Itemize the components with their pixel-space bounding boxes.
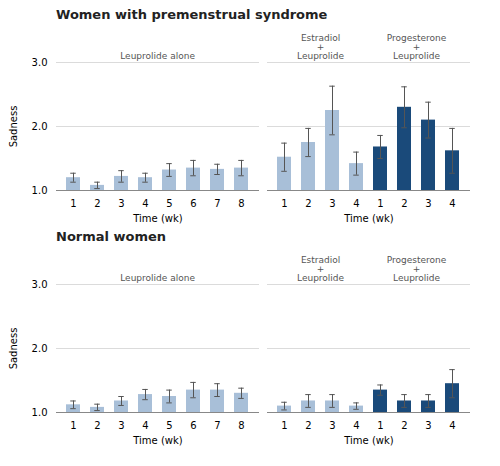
svg-text:Estradiol+Leuprolide: Estradiol+Leuprolide xyxy=(297,33,345,61)
svg-text:Time (wk): Time (wk) xyxy=(343,213,394,224)
svg-text:2: 2 xyxy=(401,420,407,431)
svg-text:3.0: 3.0 xyxy=(32,279,48,290)
svg-text:6: 6 xyxy=(190,420,196,431)
svg-text:2: 2 xyxy=(305,420,311,431)
svg-text:3: 3 xyxy=(329,420,335,431)
svg-text:7: 7 xyxy=(214,198,220,209)
svg-text:5: 5 xyxy=(166,420,172,431)
svg-text:3: 3 xyxy=(425,198,431,209)
svg-text:3: 3 xyxy=(118,198,124,209)
svg-text:Progesterone+Leuprolide: Progesterone+Leuprolide xyxy=(387,255,447,283)
svg-text:Estradiol+Leuprolide: Estradiol+Leuprolide xyxy=(297,255,345,283)
svg-text:7: 7 xyxy=(214,420,220,431)
html-text:Women with premenstrual syndro: Women with premenstrual syndrome xyxy=(56,7,328,22)
svg-text:8: 8 xyxy=(238,198,244,209)
svg-text:3.0: 3.0 xyxy=(32,57,48,68)
svg-text:4: 4 xyxy=(353,420,359,431)
svg-text:3: 3 xyxy=(425,420,431,431)
svg-text:2: 2 xyxy=(94,198,100,209)
svg-text:4: 4 xyxy=(449,420,455,431)
svg-text:2: 2 xyxy=(305,198,311,209)
svg-text:1: 1 xyxy=(377,198,383,209)
svg-text:4: 4 xyxy=(449,198,455,209)
svg-text:4: 4 xyxy=(142,420,148,431)
svg-text:2.0: 2.0 xyxy=(32,121,48,132)
svg-text:Leuprolide alone: Leuprolide alone xyxy=(120,51,195,61)
svg-text:1: 1 xyxy=(70,420,76,431)
svg-text:2.0: 2.0 xyxy=(32,343,48,354)
svg-text:Leuprolide alone: Leuprolide alone xyxy=(120,273,195,283)
svg-text:Time (wk): Time (wk) xyxy=(343,435,394,446)
svg-text:Time (wk): Time (wk) xyxy=(132,435,183,446)
svg-text:1: 1 xyxy=(70,198,76,209)
svg-text:Sadness: Sadness xyxy=(8,328,19,370)
svg-text:1.0: 1.0 xyxy=(32,407,48,418)
svg-text:Progesterone+Leuprolide: Progesterone+Leuprolide xyxy=(387,33,447,61)
svg-text:4: 4 xyxy=(142,198,148,209)
svg-text:3: 3 xyxy=(118,420,124,431)
svg-text:2: 2 xyxy=(94,420,100,431)
svg-text:1.0: 1.0 xyxy=(32,185,48,196)
svg-text:2: 2 xyxy=(401,198,407,209)
svg-text:1: 1 xyxy=(377,420,383,431)
html-text:Normal women: Normal women xyxy=(56,229,167,244)
svg-text:5: 5 xyxy=(166,198,172,209)
svg-text:Time (wk): Time (wk) xyxy=(132,213,183,224)
svg-text:Sadness: Sadness xyxy=(8,106,19,148)
svg-text:3: 3 xyxy=(329,198,335,209)
svg-text:4: 4 xyxy=(353,198,359,209)
svg-text:1: 1 xyxy=(281,198,287,209)
svg-text:6: 6 xyxy=(190,198,196,209)
svg-text:8: 8 xyxy=(238,420,244,431)
svg-text:1: 1 xyxy=(281,420,287,431)
